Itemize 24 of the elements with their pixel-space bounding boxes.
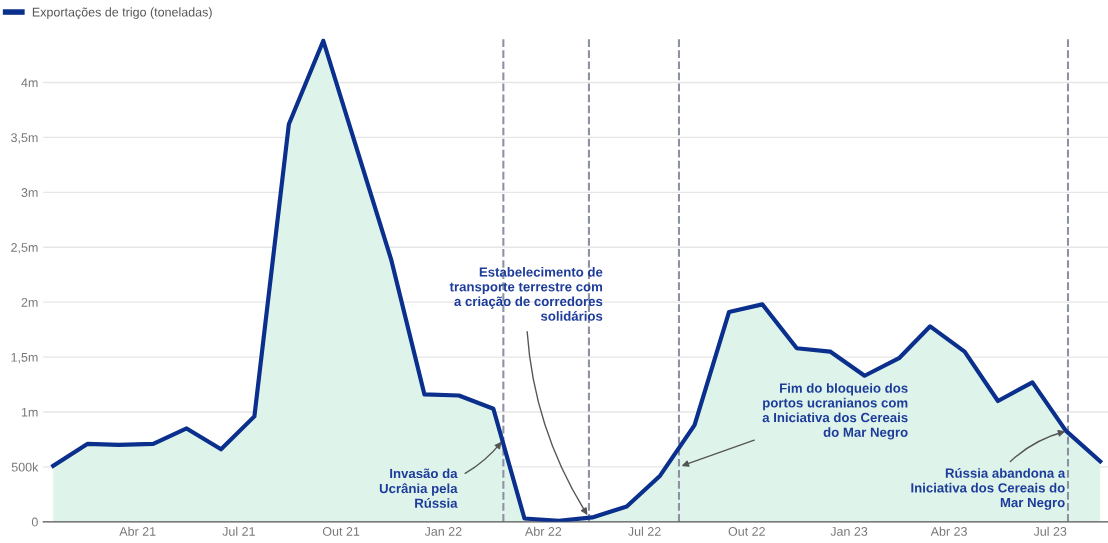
x-tick-label: Jan 22 xyxy=(424,527,462,536)
y-tick-label: 1,5m xyxy=(11,353,38,364)
y-tick-label: 1m xyxy=(21,407,38,417)
x-tick-label: Jan 23 xyxy=(830,527,868,536)
x-tick-label: Jul 22 xyxy=(628,526,661,536)
x-tick-label: Out 21 xyxy=(322,527,360,536)
y-tick-label: 0 xyxy=(31,517,38,527)
annotation: Estabelecimento de transporte terrestre com a criação de corredores solidários xyxy=(449,267,603,321)
y-tick-label: 3m xyxy=(21,188,38,197)
y-tick-label: 2,5m xyxy=(11,243,38,254)
y-tick-label: 500k xyxy=(11,462,39,472)
y-tick-label: 3,5m xyxy=(11,133,38,144)
x-tick-label: Abr 22 xyxy=(524,526,562,536)
x-tick-label: Abr 21 xyxy=(119,526,156,536)
x-tick-label: Jul 21 xyxy=(222,526,255,536)
x-tick-label: Jul 23 xyxy=(1033,526,1067,536)
annotation: Fim do bloqueio dos portos ucranianos com a Iniciativa dos Cereais do Mar Negro xyxy=(762,383,908,440)
x-tick-label: Out 22 xyxy=(728,527,765,536)
y-tick-label: 4m xyxy=(21,78,38,88)
legend-label: Exportações de trigo (toneladas) xyxy=(32,7,212,20)
annotation: Rússia abandona a Iniciativa dos Cereais do Mar Negro xyxy=(911,468,1066,510)
x-tick-label: Abr 23 xyxy=(930,526,967,536)
annotation: Invasão da Ucrânia pela Rússia xyxy=(379,468,458,508)
y-tick-label: 2m xyxy=(21,297,38,307)
